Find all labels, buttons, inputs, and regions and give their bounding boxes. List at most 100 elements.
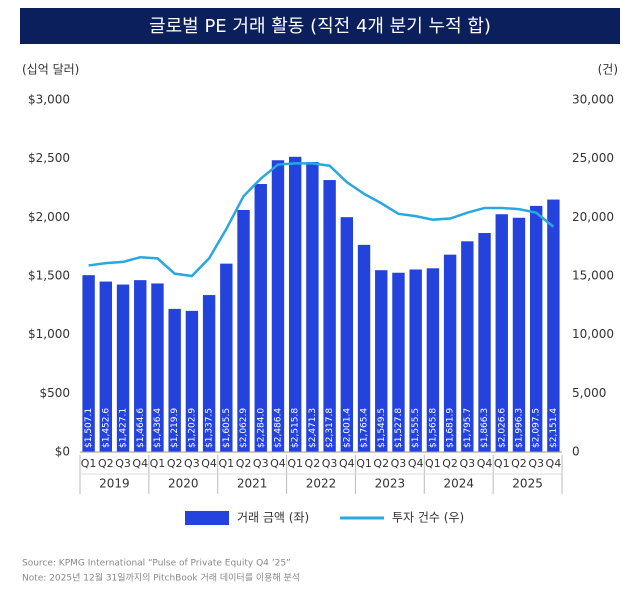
x-tick-label: Q2 <box>442 457 458 470</box>
bar <box>82 275 95 452</box>
bar <box>323 180 336 452</box>
bar <box>202 295 216 452</box>
x-tick-label: Q1 <box>287 457 303 470</box>
bar <box>443 254 457 452</box>
value-label: $2,151.4 <box>549 408 559 448</box>
x-tick-label: Q3 <box>391 457 407 470</box>
bar <box>375 270 388 452</box>
x-tick-label: Q3 <box>253 457 269 470</box>
value-label: $2,515.8 <box>291 408 301 448</box>
y2-tick-label: 15,000 <box>572 269 614 283</box>
x-group-label: 2023 <box>375 477 406 491</box>
value-label: $2,317.8 <box>325 408 335 448</box>
x-group-label: 2021 <box>237 477 268 491</box>
x-tick-label: Q3 <box>115 457 131 470</box>
chart-title: 글로벌 PE 거래 활동 (직전 4개 분기 누적 합) <box>149 16 491 37</box>
note: Note: 2025년 12월 31일까지의 PitchBook 거래 데이터를… <box>22 572 300 584</box>
x-tick-label: Q3 <box>528 457 544 470</box>
x-tick-label: Q4 <box>339 457 355 470</box>
value-label: $1,565.8 <box>428 408 438 448</box>
y-tick-label: $500 <box>39 386 70 400</box>
x-group-label: 2025 <box>512 477 543 491</box>
x-group-label: 2022 <box>306 477 337 491</box>
x-tick-label: Q3 <box>184 457 200 470</box>
y2-axis-label: (건) <box>598 63 618 77</box>
value-label: $1,996.3 <box>514 408 524 448</box>
y-tick-label: $2,000 <box>28 210 70 224</box>
line <box>88 162 555 278</box>
y2-tick-label: 5,000 <box>572 386 606 400</box>
x-tick-label: Q4 <box>477 457 493 470</box>
value-label: $1,464.6 <box>136 408 146 448</box>
bar <box>529 205 543 452</box>
y2-tick-label: 10,000 <box>572 327 614 341</box>
source-note: Source: KPMG International “Pulse of Pri… <box>22 559 291 569</box>
x-tick-label: Q3 <box>322 457 338 470</box>
bar <box>340 217 354 452</box>
value-label: $1,202.9 <box>187 408 197 448</box>
x-tick-label: Q4 <box>270 457 286 470</box>
x-tick-label: Q4 <box>408 457 424 470</box>
bar <box>409 269 422 452</box>
x-tick-label: Q1 <box>356 457 372 470</box>
bar <box>185 310 199 452</box>
value-label: $2,284.0 <box>256 408 266 448</box>
x-tick-label: Q1 <box>218 457 234 470</box>
value-label: $2,097.5 <box>532 408 542 448</box>
y-tick-label: $2,500 <box>28 151 70 165</box>
x-tick-label: Q4 <box>201 457 217 470</box>
legend-label: 투자 건수 (우) <box>392 511 464 525</box>
bar <box>99 281 113 452</box>
x-group-label: 2020 <box>168 477 199 491</box>
value-label: $1,452.6 <box>101 408 111 448</box>
value-label: $2,001.4 <box>342 408 352 448</box>
title-bar <box>20 8 620 44</box>
y-tick-label: $3,000 <box>28 93 70 107</box>
bar <box>357 244 371 452</box>
value-label: $1,555.5 <box>411 408 421 448</box>
bar <box>426 268 440 452</box>
x-group-label: 2024 <box>443 477 474 491</box>
bar <box>168 308 181 452</box>
y-axis-label: (십억 달러) <box>22 63 79 77</box>
x-tick-label: Q2 <box>167 457 183 470</box>
legend-label: 거래 금액 (좌) <box>237 511 309 525</box>
y2-tick-label: 25,000 <box>572 151 614 165</box>
x-tick-label: Q2 <box>305 457 321 470</box>
x-tick-label: Q1 <box>494 457 510 470</box>
bar <box>495 214 508 452</box>
y-tick-label: $1,000 <box>28 327 70 341</box>
x-tick-label: Q3 <box>459 457 475 470</box>
bar <box>512 217 526 452</box>
bar <box>134 280 147 452</box>
x-group-label: 2019 <box>99 477 130 491</box>
value-label: $1,527.8 <box>394 408 404 448</box>
y2-tick-label: 0 <box>572 445 580 459</box>
x-tick-label: Q4 <box>546 457 562 470</box>
value-label: $1,507.1 <box>84 408 94 448</box>
value-label: $2,026.6 <box>497 408 507 448</box>
value-label: $1,681.9 <box>446 408 456 448</box>
x-tick-label: Q1 <box>150 457 166 470</box>
y-tick-label: $1,500 <box>28 269 70 283</box>
y2-tick-label: 20,000 <box>572 210 614 224</box>
x-tick-label: Q2 <box>373 457 389 470</box>
value-label: $2,062.9 <box>239 408 249 448</box>
y-tick-label: $0 <box>55 445 70 459</box>
value-label: $1,427.1 <box>119 408 129 448</box>
value-label: $1,337.5 <box>205 408 215 448</box>
x-tick-label: Q2 <box>511 457 527 470</box>
bar <box>254 184 267 452</box>
x-tick-label: Q2 <box>236 457 252 470</box>
bar <box>478 233 491 452</box>
bar <box>306 162 319 453</box>
bar <box>116 284 130 452</box>
value-label: $2,486.4 <box>273 408 283 448</box>
bar <box>271 160 285 453</box>
value-label: $1,549.5 <box>377 408 387 448</box>
y2-tick-label: 30,000 <box>572 93 614 107</box>
legend-swatch <box>185 511 229 525</box>
bar <box>392 272 405 452</box>
value-label: $1,765.4 <box>360 408 370 448</box>
value-label: $1,436.4 <box>153 408 163 448</box>
